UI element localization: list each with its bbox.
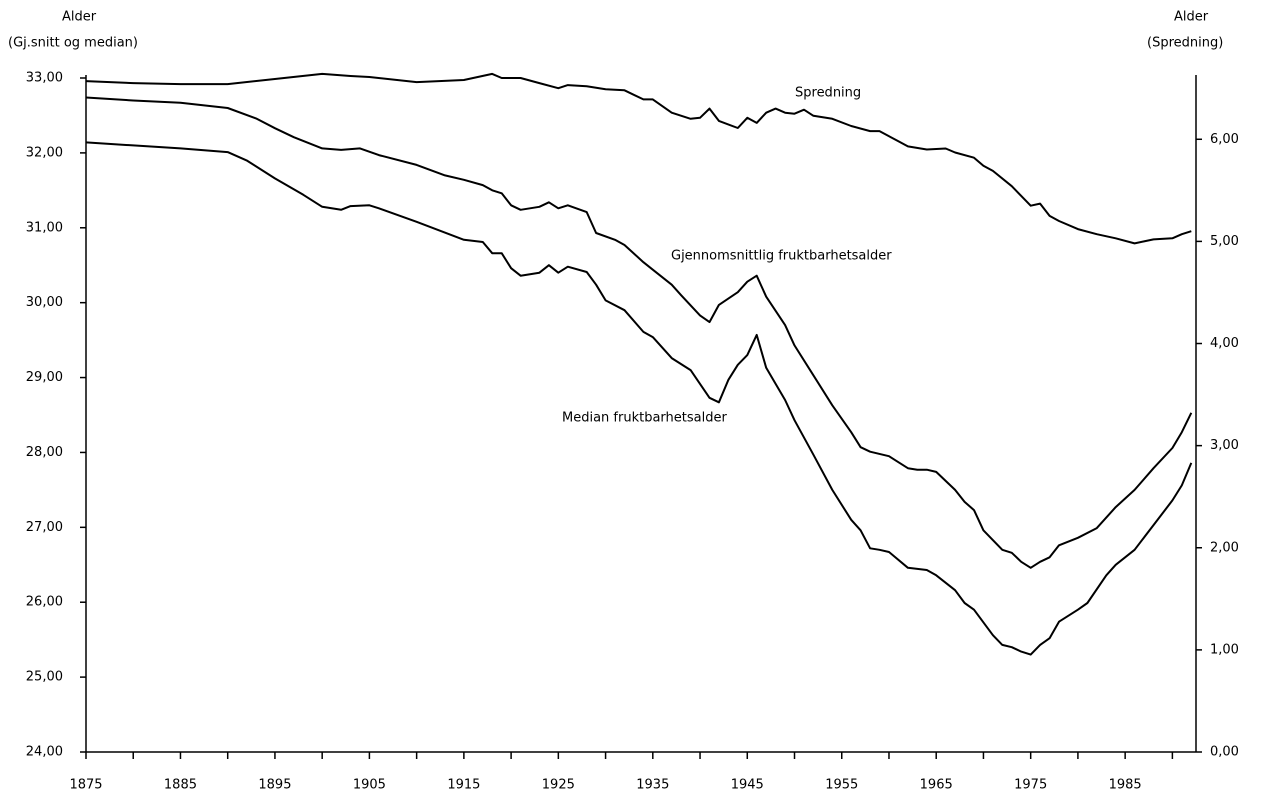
y-axis-title: Alder xyxy=(62,10,97,25)
y-tick-label: 27,00 xyxy=(26,520,63,535)
y-tick-label: 25,00 xyxy=(26,670,63,685)
y2-axis-title: Alder xyxy=(1174,10,1209,25)
y-tick-label: 30,00 xyxy=(26,295,63,310)
x-tick-label: 1925 xyxy=(542,778,575,793)
y-tick-label: 33,00 xyxy=(26,71,63,86)
x-tick-label: 1915 xyxy=(447,778,480,793)
series-label: Gjennomsnittlig fruktbarhetsalder xyxy=(671,249,892,264)
y-axis-title: (Gj.snitt og median) xyxy=(8,36,138,51)
y-tick-label: 26,00 xyxy=(26,595,63,610)
y2-tick-label: 0,00 xyxy=(1210,745,1239,760)
y-tick-label: 32,00 xyxy=(26,145,63,160)
y2-axis-title: (Spredning) xyxy=(1147,36,1223,51)
data-line xyxy=(85,72,1192,245)
series-label: Median fruktbarhetsalder xyxy=(562,411,727,426)
y2-tick-label: 6,00 xyxy=(1210,132,1239,147)
x-tick-label: 1975 xyxy=(1014,778,1047,793)
y2-tick-label: 2,00 xyxy=(1210,540,1239,555)
y2-tick-label: 5,00 xyxy=(1210,234,1239,249)
y-tick-label: 28,00 xyxy=(26,445,63,460)
x-tick-label: 1955 xyxy=(825,778,858,793)
x-tick-label: 1985 xyxy=(1109,778,1142,793)
x-tick-label: 1895 xyxy=(258,778,291,793)
x-tick-label: 1965 xyxy=(920,778,953,793)
x-tick-label: 1945 xyxy=(731,778,764,793)
y2-tick-label: 1,00 xyxy=(1210,642,1239,657)
data-line xyxy=(85,96,1193,569)
y2-tick-label: 4,00 xyxy=(1210,336,1239,351)
x-tick-label: 1935 xyxy=(636,778,669,793)
x-tick-label: 1875 xyxy=(69,778,102,793)
x-tick-label: 1905 xyxy=(353,778,386,793)
y-tick-label: 24,00 xyxy=(26,745,63,760)
x-tick-label: 1885 xyxy=(164,778,197,793)
y-tick-label: 31,00 xyxy=(26,220,63,235)
y2-tick-label: 3,00 xyxy=(1210,438,1239,453)
y-tick-label: 29,00 xyxy=(26,370,63,385)
series-label: Spredning xyxy=(795,86,861,101)
data-line xyxy=(85,141,1193,656)
